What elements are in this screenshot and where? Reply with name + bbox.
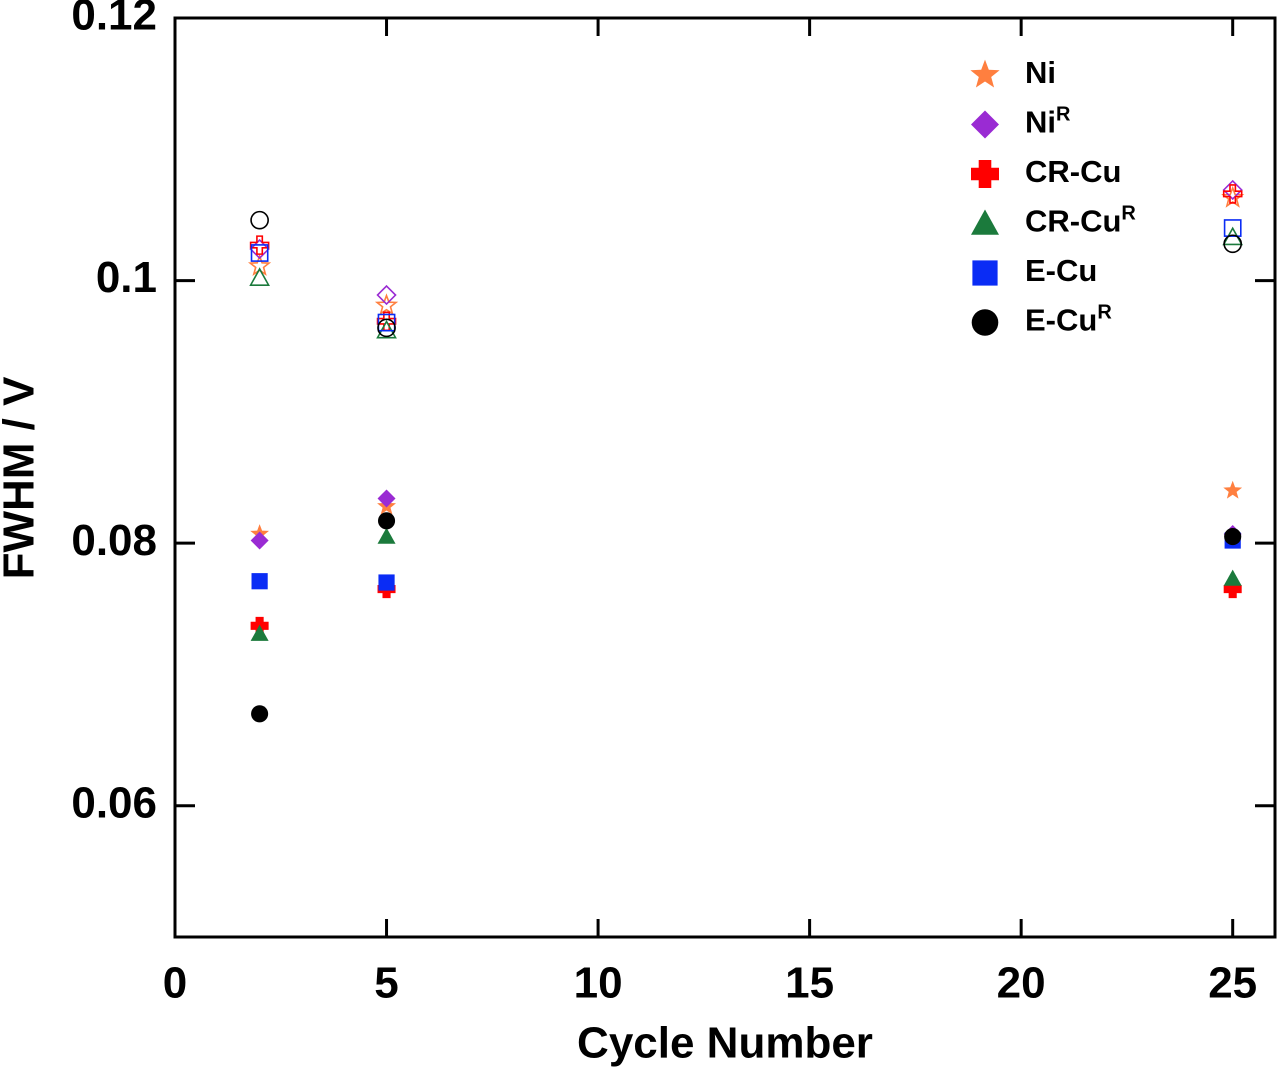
legend-label-sup: R (1097, 302, 1112, 324)
legend-label-sup: R (1121, 203, 1136, 225)
legend-marker (971, 160, 999, 188)
marker-circle (1223, 234, 1243, 254)
marker-triangle (250, 624, 269, 641)
x-tick-label: 20 (997, 959, 1046, 1008)
marker-circle (377, 512, 396, 530)
marker-triangle (376, 319, 397, 339)
legend-label: CR-Cu (1025, 154, 1121, 189)
marker-triangle (249, 267, 270, 286)
marker-circle (377, 318, 396, 338)
y-tick-label: 0.1 (96, 253, 157, 302)
legend-marker (970, 59, 1000, 88)
marker-plus (249, 235, 270, 255)
legend-label: CR-CuR (1025, 203, 1136, 239)
marker-square (250, 244, 269, 262)
legend-label-text: CR-Cu (1025, 154, 1121, 189)
marker-plus (1222, 184, 1243, 204)
marker-square (1223, 219, 1242, 237)
y-tick-label: 0.12 (71, 0, 157, 40)
legend-marker (971, 209, 999, 235)
legend-marker (971, 309, 999, 336)
marker-square (377, 313, 396, 332)
legend-label-text: Ni (1025, 55, 1056, 90)
marker-circle (250, 210, 269, 230)
marker-diamond (1222, 179, 1243, 201)
marker-square (251, 573, 268, 590)
x-tick-label: 10 (574, 959, 623, 1008)
marker-triangle (377, 527, 396, 544)
marker-circle (1224, 528, 1242, 546)
marker-triangle (1223, 569, 1242, 586)
marker-star (1221, 185, 1245, 208)
marker-plus (1223, 580, 1242, 599)
legend-marker (971, 110, 999, 139)
legend-label-text: CR-Cu (1025, 204, 1121, 239)
y-tick-label: 0.08 (71, 516, 157, 565)
legend-label-sup: R (1056, 104, 1071, 126)
x-tick-label: 5 (374, 959, 398, 1008)
legend-label: E-CuR (1025, 302, 1112, 338)
marker-circle (251, 705, 269, 723)
x-tick-label: 15 (785, 959, 834, 1008)
x-axis-label: Cycle Number (577, 1019, 873, 1068)
marker-diamond (377, 489, 396, 508)
marker-square (378, 574, 395, 591)
legend-label-text: E-Cu (1025, 253, 1097, 288)
y-axis-label: FWHM / V (0, 376, 44, 580)
legend-label-text: E-Cu (1025, 303, 1097, 338)
x-tick-label: 0 (163, 959, 187, 1008)
legend-label: Ni (1025, 55, 1056, 90)
legend-label-text: Ni (1025, 105, 1056, 140)
legend-label: NiR (1025, 104, 1071, 140)
marker-diamond (250, 531, 269, 550)
marker-star (374, 293, 399, 316)
marker-diamond (376, 284, 397, 306)
x-tick-label: 25 (1208, 959, 1257, 1008)
marker-star (1223, 480, 1243, 499)
legend-marker (972, 260, 998, 286)
plot-frame (173, 16, 1277, 939)
legend-label: E-Cu (1025, 253, 1097, 288)
marker-diamond (249, 238, 270, 260)
y-tick-label: 0.06 (71, 778, 157, 827)
